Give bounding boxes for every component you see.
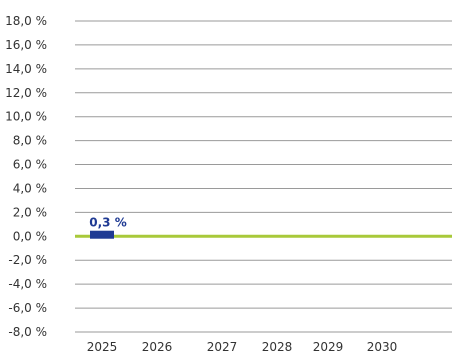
y-axis-tick-labels: 18,0 % 16,0 % 14,0 % 12,0 % 10,0 % 8,0 % 6,0 %…	[5, 14, 47, 339]
y-tick-label: 6,0 %	[13, 158, 47, 172]
x-tick-label: 2025	[87, 340, 118, 354]
data-labels: 0,3 %	[89, 216, 126, 230]
y-tick-label: 4,0 %	[13, 181, 47, 195]
y-tick-label: 0,0 %	[13, 229, 47, 243]
y-tick-label: -6,0 %	[8, 301, 47, 315]
x-tick-label: 2030	[367, 340, 398, 354]
y-tick-label: 18,0 %	[5, 14, 47, 28]
y-tick-label: 2,0 %	[13, 205, 47, 219]
y-tick-label: 10,0 %	[5, 110, 47, 124]
y-tick-label: -2,0 %	[8, 253, 47, 267]
x-tick-label: 2027	[207, 340, 238, 354]
data-label: 0,3 %	[89, 216, 126, 230]
y-tick-label: 8,0 %	[13, 134, 47, 148]
x-tick-label: 2028	[262, 340, 293, 354]
bars	[90, 230, 114, 239]
y-tick-label: -4,0 %	[8, 277, 47, 291]
bar	[90, 230, 114, 239]
x-tick-label: 2026	[142, 340, 173, 354]
y-tick-label: -8,0 %	[8, 325, 47, 339]
y-tick-label: 12,0 %	[5, 86, 47, 100]
gridlines	[75, 20, 452, 333]
x-tick-label: 2029	[313, 340, 344, 354]
x-axis-tick-labels: 2025 2026 2027 2028 2029 2030	[87, 340, 398, 354]
y-tick-label: 14,0 %	[5, 62, 47, 76]
y-tick-label: 16,0 %	[5, 38, 47, 52]
